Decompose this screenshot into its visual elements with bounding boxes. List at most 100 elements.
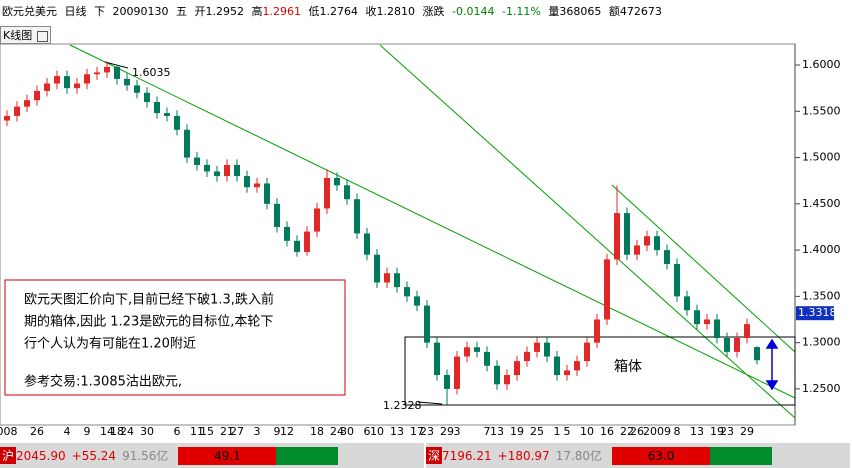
candle-body <box>264 183 270 204</box>
trend-line <box>379 44 796 419</box>
candle-body <box>464 347 470 357</box>
panel-title: K线图 <box>3 29 33 42</box>
y-tick-label: 1.4000 <box>802 243 841 256</box>
candle-body <box>254 183 260 188</box>
weekday: 五 <box>176 5 187 18</box>
candle-body <box>294 240 300 252</box>
candle-body <box>144 92 150 103</box>
status-section: 沪 2045.90 +55.24 91.56亿 49.1 <box>0 443 426 468</box>
field-value: 1.2810 <box>376 5 416 18</box>
candle-body <box>454 356 460 389</box>
x-tick-label: 6 <box>364 425 371 438</box>
field-value: 1.2764 <box>319 5 359 18</box>
note-line: 欧元天图汇价向下,目前已经下破1.3,跌入前 <box>24 292 274 308</box>
status-bar: 沪 2045.90 +55.24 91.56亿 49.1 深 7196.21 +… <box>0 443 852 468</box>
candle-body <box>174 115 180 130</box>
x-tick-label: 21 <box>220 425 234 438</box>
candle-body <box>334 177 340 186</box>
field-label: 高 <box>251 5 263 18</box>
x-tick-label: 26 <box>30 425 44 438</box>
candle-body <box>54 76 60 84</box>
x-tick-label: 19 <box>710 425 724 438</box>
current-price-label: 1.3318 <box>798 306 837 319</box>
candle-body <box>214 171 220 177</box>
chart: 箱体 1.6035 1.2328 欧元天图汇价向下,目前已经下破1.3,跌入前 … <box>0 43 841 438</box>
candle-body <box>634 245 640 255</box>
ratio-rest <box>710 446 773 465</box>
x-tick-label: 18 <box>310 425 324 438</box>
candle-body <box>714 319 720 339</box>
market: 深 <box>426 447 443 464</box>
candle-body <box>584 342 590 362</box>
candle-body <box>724 338 730 352</box>
change-label: 涨跌 <box>422 5 445 18</box>
x-tick-label: 1 <box>554 425 561 438</box>
x-tick-label: 25 <box>530 425 544 438</box>
candle-body <box>574 361 580 371</box>
trough-label: 1.2328 <box>383 399 422 412</box>
change-pct: -1.11% <box>501 5 541 18</box>
x-tick-label: 23 <box>420 425 434 438</box>
x-tick-label: 29 <box>740 425 754 438</box>
candle-body <box>364 233 370 255</box>
candle-body <box>24 100 30 107</box>
x-tick-label: 008 <box>0 425 18 438</box>
candle-body <box>704 319 710 325</box>
candle-body <box>604 259 610 320</box>
candle-body <box>474 347 480 352</box>
change: +55.24 <box>71 448 117 463</box>
candle-body <box>404 287 410 297</box>
candle-body <box>44 83 50 91</box>
y-tick-label: 1.5000 <box>802 151 841 164</box>
arrow-heads <box>765 338 779 391</box>
peak-label: 1.6035 <box>132 66 171 79</box>
x-tick-label: 11 <box>190 425 204 438</box>
candle-body <box>134 85 140 93</box>
candle-body <box>4 115 10 121</box>
volume-label: 量 <box>548 5 560 18</box>
candle-body <box>564 370 570 376</box>
field-label: 开 <box>194 5 206 18</box>
candle-body <box>744 324 750 339</box>
x-tick-label: 5 <box>564 425 571 438</box>
candle-body <box>754 347 760 361</box>
change: -0.0144 <box>452 5 495 18</box>
market: 沪 <box>0 447 17 464</box>
candle-body <box>674 263 680 297</box>
x-tick-label: 10 <box>370 425 384 438</box>
x-tick-label: 3 <box>454 425 461 438</box>
y-tick-label: 1.4500 <box>802 197 841 210</box>
candle-body <box>94 72 100 75</box>
candle-body <box>104 66 110 73</box>
x-tick-label: 8 <box>674 425 681 438</box>
trend-lines <box>69 44 796 419</box>
trough-marker <box>417 401 443 405</box>
candle-body <box>354 199 360 234</box>
panel-tab[interactable]: K线图 <box>0 26 52 44</box>
panel-icon <box>37 30 49 42</box>
trend-line <box>611 184 796 353</box>
x-tick-label: 9 <box>274 425 281 438</box>
candle-body <box>444 375 450 389</box>
mode: 下 <box>94 5 105 18</box>
x-tick-label: 2009 <box>643 425 671 438</box>
x-tick-label: 13 <box>390 425 404 438</box>
candle-body <box>544 342 550 357</box>
ratio: 49.1 <box>178 446 277 465</box>
candle-body <box>204 164 210 172</box>
y-tick-label: 1.3000 <box>802 336 841 349</box>
x-tick-label: 17 <box>410 425 424 438</box>
current-price-box <box>796 306 834 321</box>
x-tick-label: 26 <box>630 425 644 438</box>
y-tick-label: 1.6000 <box>802 58 841 71</box>
candle-body <box>374 254 380 283</box>
candle-body <box>644 236 650 246</box>
field-value: 1.2952 <box>205 5 245 18</box>
x-tick-label: 13 <box>490 425 504 438</box>
index: 2045.90 <box>16 448 66 463</box>
field-label: 收 <box>365 5 377 18</box>
candle-body <box>624 213 630 255</box>
range-arrow <box>765 338 779 391</box>
note-box <box>4 279 346 396</box>
y-tick-label: 1.3500 <box>802 289 841 302</box>
